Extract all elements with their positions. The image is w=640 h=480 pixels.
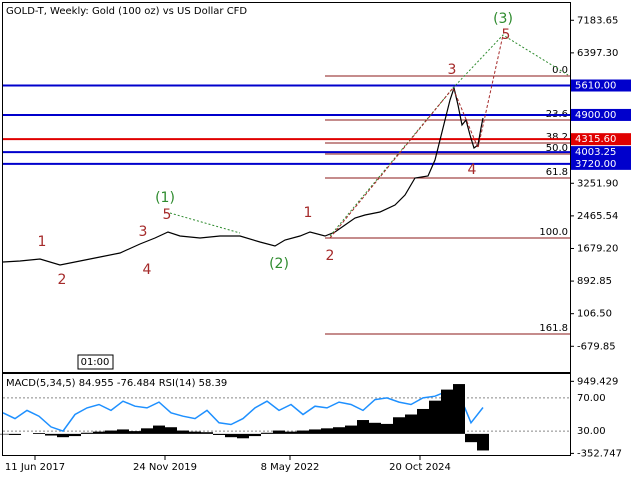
sub-frame — [2, 373, 571, 456]
rsi-line — [2, 390, 484, 432]
wave-label: 2 — [58, 272, 67, 288]
macd-bar — [345, 425, 357, 434]
macd-bar — [297, 430, 309, 434]
macd-bar — [309, 429, 321, 434]
wave-guide — [329, 34, 504, 239]
x-tick-label: 20 Oct 2024 — [389, 462, 451, 473]
macd-bar — [477, 433, 489, 451]
wave-label: (3) — [493, 11, 513, 27]
price-level-box — [571, 133, 631, 146]
price-level-box — [571, 146, 631, 159]
y2-tick-label: -352.747 — [577, 448, 622, 459]
macd-bar — [249, 433, 261, 437]
macd-bar — [0, 433, 9, 435]
y-tick-label: 6397.30 — [577, 48, 618, 59]
macd-bar — [117, 429, 129, 434]
price-level-box — [571, 108, 631, 121]
price-line — [2, 85, 484, 266]
main-frame — [2, 2, 571, 373]
price-level-box — [571, 79, 631, 92]
y-tick-label: 3251.90 — [577, 178, 618, 189]
x-tick-label: 8 May 2022 — [261, 462, 320, 473]
macd-bar — [165, 427, 177, 434]
macd-bar — [417, 408, 429, 434]
wave-label: 1 — [304, 205, 313, 221]
macd-bar — [81, 432, 93, 434]
y-tick-label: 7183.65 — [577, 15, 618, 26]
macd-bar — [177, 430, 189, 434]
macd-bar — [33, 433, 45, 434]
wave-label: 1 — [38, 234, 47, 250]
y-tick-label: 1679.20 — [577, 243, 618, 254]
price-level-label: 4003.25 — [575, 147, 616, 158]
macd-bar — [333, 427, 345, 434]
wave-label: 5 — [163, 207, 172, 223]
macd-bar — [441, 389, 453, 434]
price-level-label: 4315.60 — [575, 134, 616, 145]
wave-label: (1) — [155, 190, 175, 206]
sub-title: MACD(5,34,5) 84.955 -76.484 RSI(14) 58.3… — [6, 378, 227, 389]
wave-guide — [329, 34, 569, 237]
macd-bar — [453, 384, 465, 434]
fib-label: 100.0 — [539, 227, 568, 238]
macd-bar — [189, 431, 201, 434]
macd-bar — [321, 428, 333, 434]
macd-bar — [201, 432, 213, 434]
macd-bar — [129, 431, 141, 434]
wave-label: 3 — [139, 224, 148, 240]
macd-bar — [405, 414, 417, 434]
macd-bar — [105, 430, 117, 434]
y-tick-label: 2465.54 — [577, 211, 618, 222]
macd-bar — [465, 433, 477, 443]
macd-bar — [69, 433, 81, 437]
price-level-label: 4900.00 — [575, 110, 616, 121]
wave-label: 4 — [143, 262, 152, 278]
fib-label: 61.8 — [546, 167, 568, 178]
macd-bar — [429, 400, 441, 434]
chart-title: GOLD-T, Weekly: Gold (100 oz) vs US Doll… — [6, 6, 247, 17]
fib-label: 50.0 — [546, 143, 568, 154]
x-tick-label: 11 Jun 2017 — [5, 462, 65, 473]
wave-label: 3 — [448, 62, 457, 78]
y-tick-label: 30.00 — [577, 426, 606, 437]
fib-label: 161.8 — [539, 323, 568, 334]
macd-bar — [9, 433, 21, 435]
macd-bar — [57, 433, 69, 438]
time-box — [77, 354, 114, 370]
wave-label: 5 — [502, 27, 511, 43]
y-tick-label: 106.50 — [577, 309, 612, 320]
macd-bar — [45, 433, 57, 436]
wave-label: (2) — [269, 256, 289, 272]
macd-bar — [381, 423, 393, 434]
macd-bar — [213, 433, 225, 435]
time-label: 01:00 — [81, 357, 110, 368]
price-level-label: 3720.00 — [575, 159, 616, 170]
y-tick-label: 70.00 — [577, 393, 606, 404]
macd-bar — [357, 420, 369, 434]
macd-bar — [93, 431, 105, 434]
x-tick-label: 24 Nov 2019 — [133, 462, 197, 473]
macd-bar — [237, 433, 249, 439]
price-level-box — [571, 157, 631, 170]
macd-bar — [273, 430, 285, 434]
y-tick-label: -679.85 — [577, 341, 616, 352]
macd-bar — [225, 433, 237, 438]
fib-label: 38.2 — [546, 132, 568, 143]
macd-bar — [261, 432, 273, 434]
wave-label: 2 — [326, 248, 335, 264]
wave-guide — [169, 212, 241, 234]
price-level-label: 5610.00 — [575, 81, 616, 92]
macd-bar — [285, 431, 297, 434]
wave-label: 4 — [468, 162, 477, 178]
macd-bar — [141, 428, 153, 434]
macd-bar — [393, 417, 405, 434]
macd-bar — [369, 422, 381, 434]
macd-bar — [153, 425, 165, 434]
y-tick-label: 892.85 — [577, 276, 612, 287]
y2-tick-label: 949.429 — [577, 376, 618, 387]
